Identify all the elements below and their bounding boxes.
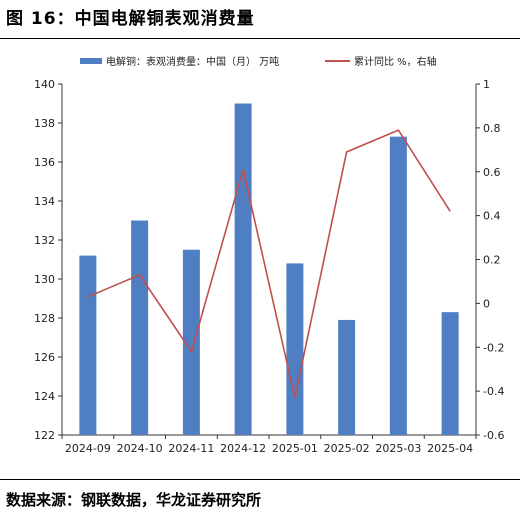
y-right-tick-label: 0.2 [483, 254, 501, 267]
y-right-tick-label: -0.6 [483, 429, 504, 442]
y-right-tick-label: 0.8 [483, 122, 501, 135]
y-left-tick-label: 128 [34, 312, 55, 325]
y-right-tick-label: 0.4 [483, 210, 501, 223]
y-right-tick-label: -0.2 [483, 341, 504, 354]
y-left-tick-label: 138 [34, 117, 55, 130]
y-left-tick-label: 130 [34, 273, 55, 286]
legend-bar-label: 电解铜：表观消费量：中国（月） 万吨 [106, 55, 279, 68]
bar [441, 312, 459, 435]
y-right-tick-label: -0.4 [483, 385, 504, 398]
figure-title: 图 16：中国电解铜表观消费量 [6, 9, 255, 29]
bar [234, 103, 252, 435]
y-right-tick-label: 0.6 [483, 166, 501, 179]
x-tick-label: 2024-11 [168, 442, 214, 455]
top-rule [0, 38, 520, 39]
source-note: 数据来源：钢联数据，华龙证券研究所 [6, 491, 262, 509]
bottom-rule [0, 479, 520, 480]
y-left-tick-label: 124 [34, 390, 55, 403]
y-left-tick-label: 132 [34, 234, 55, 247]
x-tick-label: 2025-03 [375, 442, 421, 455]
y-right-tick-label: 1 [483, 78, 490, 91]
line-series [87, 129, 451, 398]
x-tick-label: 2025-02 [324, 442, 370, 455]
axes: 122 124 126 128 130 132 134 136 138 140 -0.6 -0.4 -0… [34, 78, 504, 455]
y-left-tick-label: 134 [34, 195, 55, 208]
y-left-tick-label: 140 [34, 78, 55, 91]
chart-area: 电解铜：表观消费量：中国（月） 万吨 累计同比 %，右轴 12212412612… [34, 55, 504, 455]
bar [131, 220, 149, 435]
bar [338, 319, 356, 435]
bar [182, 249, 200, 435]
x-tick-label: 2025-01 [272, 442, 318, 455]
legend-bar-swatch [80, 58, 102, 64]
x-tick-label: 2024-10 [117, 442, 163, 455]
legend-line-label: 累计同比 %，右轴 [354, 55, 437, 68]
y-right-tick-label: 0 [483, 297, 490, 310]
bar [286, 263, 304, 435]
bar [389, 136, 407, 435]
legend: 电解铜：表观消费量：中国（月） 万吨 累计同比 %，右轴 [80, 55, 437, 68]
y-left-tick-label: 126 [34, 351, 55, 364]
y-left-tick-label: 136 [34, 156, 55, 169]
x-tick-label: 2024-09 [65, 442, 111, 455]
bar-series [79, 103, 459, 435]
x-tick-label: 2024-12 [220, 442, 266, 455]
x-tick-label: 2025-04 [427, 442, 473, 455]
bar [79, 255, 97, 435]
y-left-tick-label: 122 [34, 429, 55, 442]
line-path [87, 129, 451, 398]
